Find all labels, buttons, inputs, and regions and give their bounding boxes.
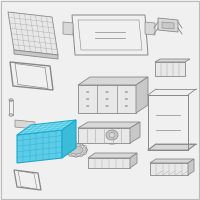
Polygon shape [130,122,140,143]
Ellipse shape [102,126,122,144]
Ellipse shape [86,98,89,100]
Ellipse shape [70,143,72,146]
Ellipse shape [125,91,128,93]
Polygon shape [62,120,76,158]
Polygon shape [136,77,148,113]
Ellipse shape [106,98,108,100]
Ellipse shape [75,155,77,158]
Polygon shape [158,18,178,32]
Ellipse shape [84,146,86,148]
Ellipse shape [106,130,118,140]
Ellipse shape [86,91,89,93]
Polygon shape [88,153,137,158]
Ellipse shape [96,133,102,137]
Ellipse shape [106,91,108,93]
Ellipse shape [125,98,128,100]
Polygon shape [188,159,194,175]
Ellipse shape [125,105,128,107]
Ellipse shape [75,142,77,145]
Ellipse shape [65,144,87,156]
Ellipse shape [106,105,108,107]
Polygon shape [162,22,174,29]
Polygon shape [148,144,196,150]
Polygon shape [150,159,194,163]
Ellipse shape [9,114,13,116]
Ellipse shape [109,132,115,138]
Polygon shape [15,120,35,129]
Ellipse shape [9,99,13,101]
Polygon shape [78,128,130,143]
Ellipse shape [86,105,89,107]
Polygon shape [8,12,58,55]
Polygon shape [150,163,188,175]
Ellipse shape [66,152,68,154]
Ellipse shape [70,154,72,157]
Polygon shape [88,158,130,168]
Polygon shape [155,62,185,76]
Polygon shape [130,153,137,168]
Ellipse shape [80,143,82,146]
Polygon shape [155,59,190,62]
Ellipse shape [84,152,86,154]
Polygon shape [78,122,140,128]
Polygon shape [78,85,136,113]
Ellipse shape [122,133,128,137]
Ellipse shape [85,149,88,151]
Polygon shape [17,120,76,135]
Polygon shape [14,50,58,59]
Ellipse shape [69,146,83,154]
Ellipse shape [66,146,68,148]
Ellipse shape [80,154,82,157]
Polygon shape [17,130,62,163]
Ellipse shape [64,149,67,151]
Polygon shape [63,22,73,35]
Polygon shape [78,77,148,85]
Polygon shape [145,22,155,35]
